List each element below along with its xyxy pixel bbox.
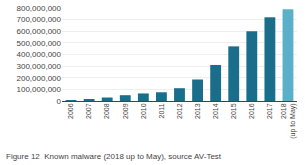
svg-text:200,000,000: 200,000,000 (17, 74, 62, 83)
svg-text:300,000,000: 300,000,000 (17, 62, 62, 71)
svg-text:2018(up to May): 2018(up to May) (280, 103, 297, 139)
svg-text:2006: 2006 (67, 103, 74, 119)
svg-text:2012: 2012 (176, 103, 183, 119)
svg-text:800,000,000: 800,000,000 (17, 4, 62, 13)
svg-text:600,000,000: 600,000,000 (17, 27, 62, 36)
svg-text:2013: 2013 (194, 103, 201, 119)
svg-text:2015: 2015 (230, 103, 237, 119)
svg-text:2014: 2014 (212, 103, 219, 119)
svg-text:2016: 2016 (248, 103, 255, 119)
svg-text:2008: 2008 (103, 103, 110, 119)
svg-text:0: 0 (57, 97, 62, 106)
svg-text:2017: 2017 (266, 103, 273, 119)
svg-text:500,000,000: 500,000,000 (17, 39, 62, 48)
svg-text:2011: 2011 (158, 103, 165, 118)
svg-text:2007: 2007 (85, 103, 92, 119)
svg-text:2009: 2009 (122, 103, 129, 119)
svg-text:400,000,000: 400,000,000 (17, 50, 62, 59)
svg-text:100,000,000: 100,000,000 (17, 85, 62, 94)
svg-text:Figure 12 Known malware (2018: Figure 12 Known malware (2018 up to May)… (6, 152, 222, 161)
svg-text:700,000,000: 700,000,000 (17, 15, 62, 24)
svg-text:2010: 2010 (140, 103, 147, 119)
